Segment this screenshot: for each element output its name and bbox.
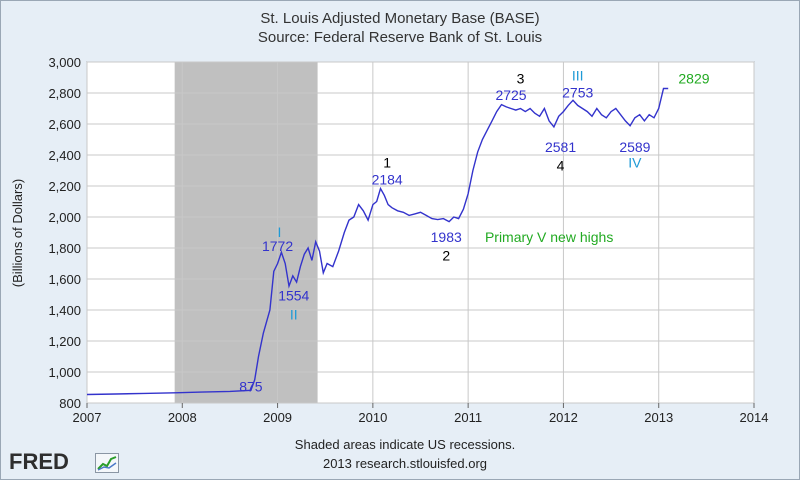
x-tick-label: 2013 bbox=[644, 410, 673, 425]
x-axis-ticks: 2007 2008 2009 2010 2011 2012 2013 2014 bbox=[73, 403, 769, 425]
x-tick-label: 2014 bbox=[740, 410, 769, 425]
annotation-label: 4 bbox=[557, 158, 565, 174]
y-tick-label: 2,000 bbox=[48, 210, 81, 225]
y-tick-label: 2,600 bbox=[48, 117, 81, 132]
fred-logo-text: FRED bbox=[9, 449, 69, 474]
annotation-label: 2 bbox=[442, 247, 450, 263]
annotation-label: 2184 bbox=[372, 171, 403, 187]
x-tick-label: 2009 bbox=[263, 410, 292, 425]
y-tick-label: 1,000 bbox=[48, 365, 81, 380]
annotation-label: 1772 bbox=[262, 238, 293, 254]
y-tick-label: 2,400 bbox=[48, 148, 81, 163]
y-tick-label: 1,600 bbox=[48, 272, 81, 287]
fred-logo: FRED bbox=[9, 449, 119, 475]
annotation-label: 2725 bbox=[495, 87, 526, 103]
annotation-label: Primary V new highs bbox=[485, 229, 613, 245]
chart-icon bbox=[95, 453, 119, 473]
annotation-label: IV bbox=[628, 154, 642, 170]
annotation-label: 2589 bbox=[619, 139, 650, 155]
source-url: 2013 research.stlouisfed.org bbox=[323, 456, 487, 471]
annotation-label: 1554 bbox=[278, 288, 309, 304]
y-tick-label: 800 bbox=[59, 396, 81, 411]
x-tick-label: 2008 bbox=[168, 410, 197, 425]
annotation-label: 2753 bbox=[562, 85, 593, 101]
x-tick-label: 2007 bbox=[73, 410, 102, 425]
y-axis-ticks: 800 1,000 1,200 1,400 1,600 1,800 2,000 2,200 2,… bbox=[48, 55, 81, 411]
y-tick-label: 2,200 bbox=[48, 179, 81, 194]
recession-note: Shaded areas indicate US recessions. bbox=[295, 437, 515, 452]
annotation-label: 2829 bbox=[678, 71, 709, 87]
y-tick-label: 3,000 bbox=[48, 55, 81, 70]
grid-lines bbox=[86, 61, 755, 404]
chart-subtitle: Source: Federal Reserve Bank of St. Loui… bbox=[258, 29, 542, 46]
annotation-label: I bbox=[278, 224, 282, 240]
series-line-base bbox=[86, 87, 669, 396]
annotation-label: II bbox=[290, 306, 298, 322]
recession-shading bbox=[174, 62, 318, 403]
y-axis-label: (Billions of Dollars) bbox=[10, 179, 25, 287]
y-tick-label: 1,800 bbox=[48, 241, 81, 256]
y-tick-label: 2,800 bbox=[48, 86, 81, 101]
annotation-label: 1 bbox=[383, 154, 391, 170]
annotation-label: III bbox=[572, 68, 584, 84]
chart-title: St. Louis Adjusted Monetary Base (BASE) bbox=[260, 10, 539, 27]
annotation-label: 1983 bbox=[431, 229, 462, 245]
x-tick-label: 2012 bbox=[549, 410, 578, 425]
x-tick-label: 2011 bbox=[454, 410, 482, 425]
annotation-label: 3 bbox=[517, 71, 525, 87]
y-tick-label: 1,400 bbox=[48, 303, 81, 318]
annotation-label: 2581 bbox=[545, 139, 576, 155]
y-tick-label: 1,200 bbox=[48, 334, 81, 349]
annotation-label: 875 bbox=[239, 378, 263, 394]
x-tick-label: 2010 bbox=[358, 410, 387, 425]
